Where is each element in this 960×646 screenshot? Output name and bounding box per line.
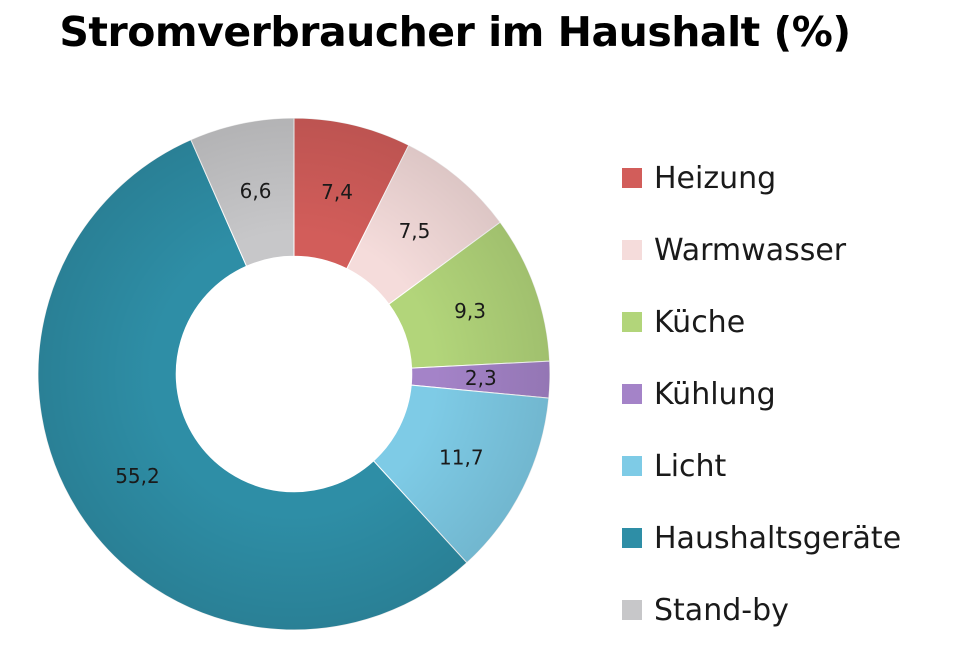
legend-item-2: Küche [622, 286, 901, 358]
legend-item-6: Stand-by [622, 574, 901, 646]
legend-swatch-3 [622, 384, 642, 404]
legend-item-3: Kühlung [622, 358, 901, 430]
legend-label-0: Heizung [654, 160, 777, 196]
slice-label-3: 2,3 [465, 366, 497, 390]
legend-swatch-1 [622, 240, 642, 260]
legend-label-2: Küche [654, 304, 746, 340]
legend-label-3: Kühlung [654, 376, 776, 412]
legend-swatch-2 [622, 312, 642, 332]
slice-label-0: 7,4 [321, 180, 353, 204]
legend-item-1: Warmwasser [622, 214, 901, 286]
legend-label-5: Haushaltsgeräte [654, 520, 902, 556]
legend-label-6: Stand-by [654, 592, 789, 628]
legend-label-1: Warmwasser [654, 232, 847, 268]
slice-label-6: 6,6 [240, 179, 272, 203]
legend-swatch-0 [622, 168, 642, 188]
legend-item-4: Licht [622, 430, 901, 502]
chart-title: Stromverbraucher im Haushalt (%) [59, 8, 851, 56]
legend-swatch-4 [622, 456, 642, 476]
legend-swatch-6 [622, 600, 642, 620]
legend: Heizung Warmwasser Küche Kühlung Licht Hausha… [622, 142, 901, 646]
legend-label-4: Licht [654, 448, 727, 484]
legend-item-0: Heizung [622, 142, 901, 214]
donut-chart: 7,4 7,5 9,3 2,3 11,7 55,2 6,6 [37, 117, 551, 631]
slice-label-5: 55,2 [115, 464, 160, 488]
slice-label-4: 11,7 [439, 445, 484, 469]
legend-swatch-5 [622, 528, 642, 548]
legend-item-5: Haushaltsgeräte [622, 502, 901, 574]
slice-label-1: 7,5 [399, 219, 431, 243]
slice-label-2: 9,3 [454, 299, 486, 323]
